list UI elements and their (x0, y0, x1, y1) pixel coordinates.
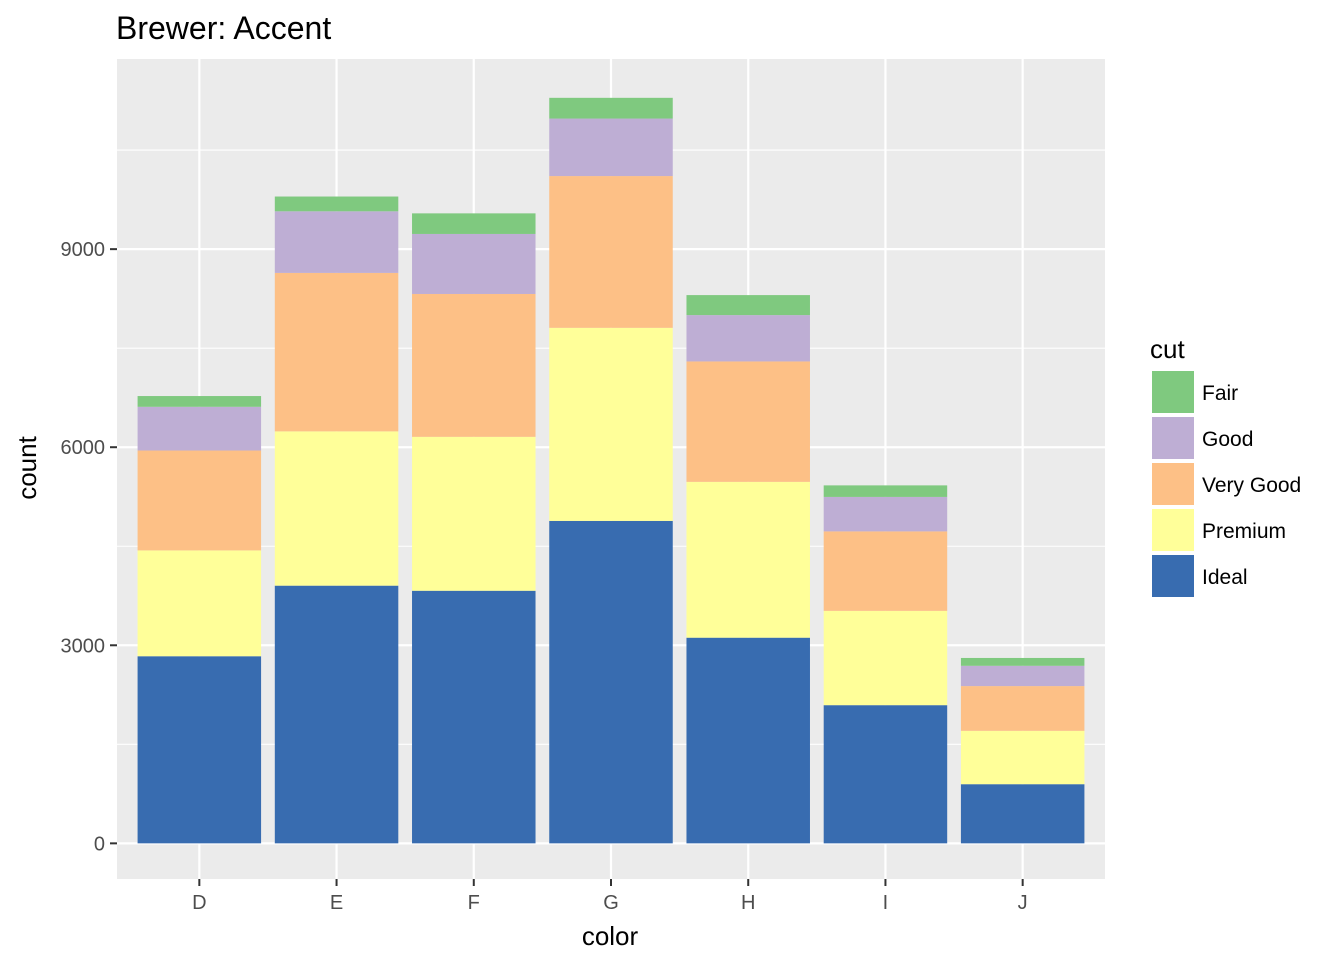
legend: cut Fair Good Very Good Premium Ideal (1150, 334, 1301, 597)
bar-G-fair (549, 97, 673, 119)
y-tick-label: 0 (94, 833, 105, 855)
bars (137, 97, 1085, 844)
legend-key-fair (1152, 371, 1194, 413)
y-tick-label: 3000 (61, 635, 106, 657)
bar-H-premium (686, 481, 810, 638)
legend-key-ideal (1152, 555, 1194, 597)
legend-key-premium (1152, 509, 1194, 551)
x-tick-label: F (468, 892, 480, 914)
bar-I-fair (823, 485, 948, 497)
y-axis: 0 3000 6000 9000 (61, 239, 117, 855)
x-tick-label: J (1018, 892, 1028, 914)
bar-G-premium (549, 327, 673, 521)
bar-D-very-good (137, 450, 262, 551)
bar-G-good (549, 118, 673, 177)
bar-D-good (137, 406, 262, 451)
legend-label: Ideal (1202, 566, 1248, 589)
legend-label: Good (1202, 428, 1253, 451)
legend-title: cut (1150, 334, 1185, 364)
bar-D-premium (137, 550, 262, 657)
bar-F-ideal (412, 590, 536, 844)
x-tick-label: H (741, 892, 755, 914)
legend-label: Premium (1202, 520, 1286, 543)
x-tick-label: D (192, 892, 206, 914)
x-axis-title: color (582, 921, 639, 951)
bar-E-good (274, 211, 399, 273)
bar-I-good (823, 496, 948, 532)
bar-D-fair (137, 396, 262, 407)
bar-J-good (960, 665, 1085, 687)
y-axis-title: count (12, 435, 42, 499)
x-tick-label: E (330, 892, 343, 914)
y-tick-label: 9000 (61, 239, 106, 261)
bar-F-good (412, 233, 536, 294)
legend-key-very-good (1152, 463, 1194, 505)
x-axis: D E F G H I J (192, 879, 1028, 914)
bar-H-ideal (686, 637, 810, 844)
bar-I-premium (823, 610, 948, 706)
bar-I-ideal (823, 705, 948, 844)
bar-J-very-good (960, 686, 1085, 731)
legend-key-good (1152, 417, 1194, 459)
y-tick-label: 6000 (61, 437, 106, 459)
bar-E-ideal (274, 585, 399, 844)
bar-H-good (686, 315, 810, 362)
bar-D-ideal (137, 656, 262, 844)
bar-E-premium (274, 431, 399, 586)
bar-H-very-good (686, 361, 810, 482)
x-tick-label: I (883, 892, 889, 914)
legend-label: Fair (1202, 382, 1238, 405)
x-tick-label: G (603, 892, 619, 914)
bar-J-premium (960, 730, 1085, 785)
bar-J-ideal (960, 784, 1085, 844)
bar-E-fair (274, 196, 399, 212)
bar-J-fair (960, 657, 1085, 666)
bar-H-fair (686, 295, 810, 316)
bar-F-premium (412, 436, 536, 591)
bar-G-ideal (549, 520, 673, 844)
bar-G-very-good (549, 176, 673, 328)
legend-label: Very Good (1202, 474, 1301, 497)
chart-title: Brewer: Accent (116, 10, 331, 46)
bar-I-very-good (823, 531, 948, 611)
bar-E-very-good (274, 272, 399, 432)
bar-F-very-good (412, 293, 536, 437)
bar-F-fair (412, 213, 536, 234)
